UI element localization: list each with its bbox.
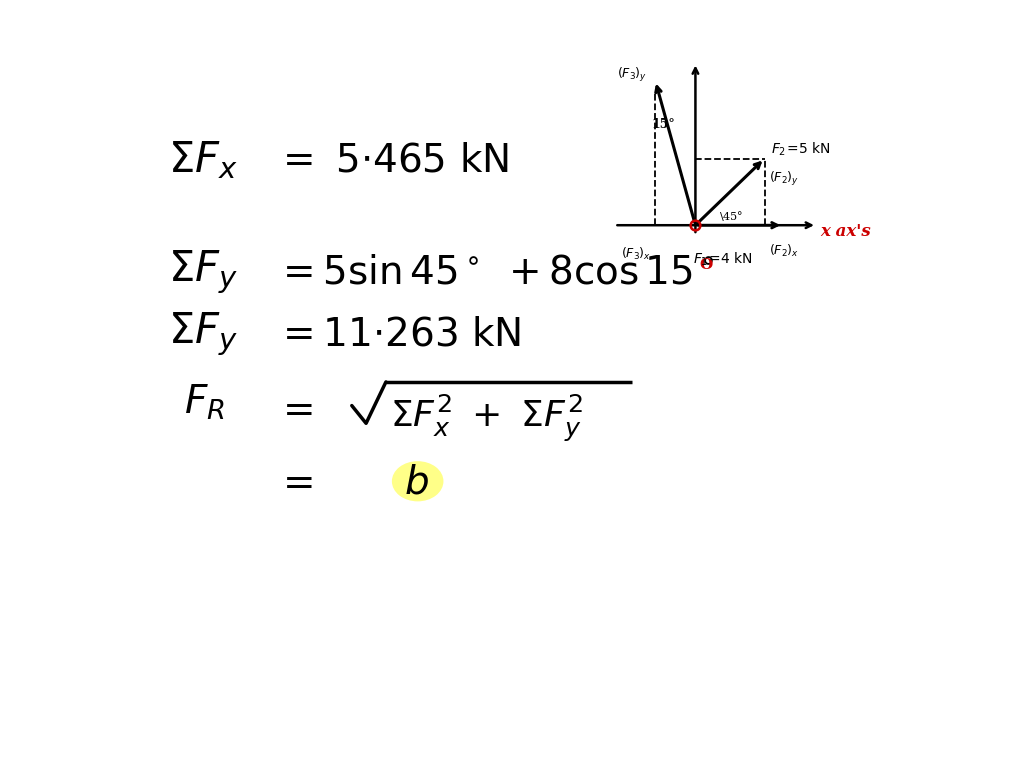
Text: $(F_2)_y$: $(F_2)_y$ <box>769 170 799 188</box>
Text: 15°: 15° <box>651 118 676 131</box>
Text: $\Sigma F_x^2 \ + \ \Sigma F_y^2$: $\Sigma F_x^2 \ + \ \Sigma F_y^2$ <box>390 393 583 444</box>
Text: $(F_3)_y$: $(F_3)_y$ <box>617 66 647 84</box>
Text: $(F_2)_x$: $(F_2)_x$ <box>769 243 799 259</box>
Text: x ax's: x ax's <box>820 223 871 240</box>
Text: $\Sigma F_x$: $\Sigma F_x$ <box>168 139 238 181</box>
Text: $\Sigma F_y$: $\Sigma F_y$ <box>168 249 238 296</box>
Text: $b$: $b$ <box>404 463 429 502</box>
Text: $F_2\!=\!5\ \mathrm{kN}$: $F_2\!=\!5\ \mathrm{kN}$ <box>771 141 830 158</box>
Ellipse shape <box>392 461 443 502</box>
Text: $=$: $=$ <box>274 389 313 428</box>
Text: $F_R$: $F_R$ <box>183 383 224 422</box>
Text: $= 11{\cdot}263 \ \mathrm{kN}$: $= 11{\cdot}263 \ \mathrm{kN}$ <box>274 316 521 353</box>
Text: O: O <box>699 258 713 272</box>
Text: $= 5\sin 45^\circ \ +8\cos 15^\circ$: $= 5\sin 45^\circ \ +8\cos 15^\circ$ <box>274 253 715 292</box>
Text: $= \ 5{\cdot}465 \ \mathrm{kN}$: $= \ 5{\cdot}465 \ \mathrm{kN}$ <box>274 141 509 179</box>
Text: $F_1\!=\!4\ \mathrm{kN}$: $F_1\!=\!4\ \mathrm{kN}$ <box>692 250 753 268</box>
Text: $\backslash$45°: $\backslash$45° <box>719 209 743 223</box>
Text: $\Sigma F_y$: $\Sigma F_y$ <box>168 311 238 359</box>
Text: $=$: $=$ <box>274 463 313 502</box>
Text: $(F_3)_x$: $(F_3)_x$ <box>622 246 651 262</box>
